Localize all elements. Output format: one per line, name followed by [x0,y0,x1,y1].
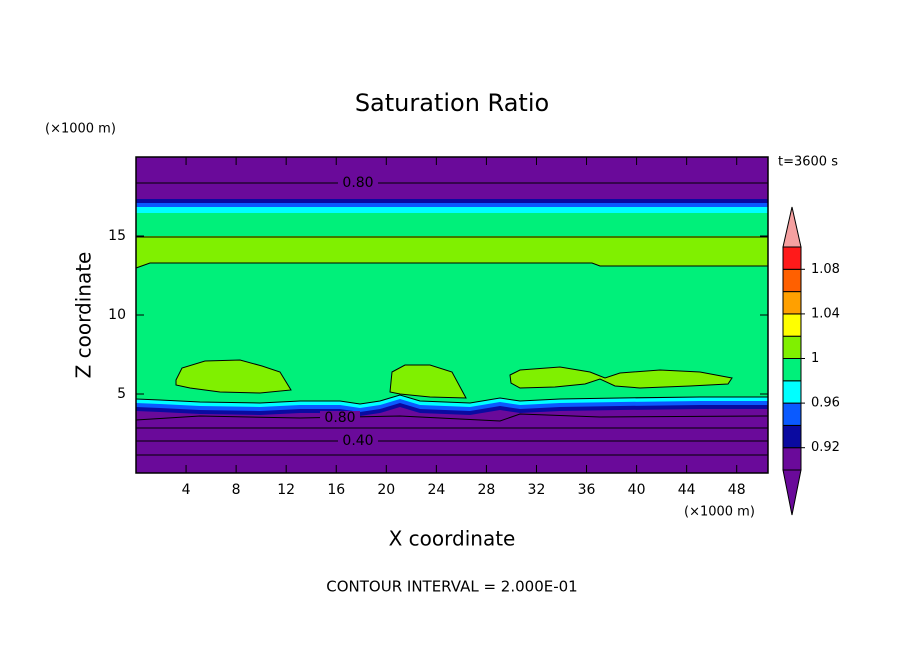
colorbar-label: 0.92 [811,440,840,455]
colorbar-box [782,268,802,293]
colorbar-box [782,335,802,360]
x-tick-label: 24 [427,482,445,498]
x-tick-label: 40 [628,482,646,498]
region [136,236,768,268]
y-tick-label: 15 [108,228,126,244]
contour-label: 0.80 [342,175,373,191]
colorbar-box [782,358,802,382]
x-tick-label: 12 [277,482,295,498]
region [175,359,292,394]
colorbar-box [782,447,802,471]
colorbar-box [782,291,802,315]
x-tick-label: 48 [728,482,746,498]
y-axis-label: Z coordinate [72,252,96,379]
colorbar-triangle [782,206,802,248]
x-tick-label: 8 [232,482,241,498]
time-label: t=3600 s [778,155,838,170]
y-tick-label: 5 [117,386,126,402]
contour-line [135,413,769,422]
x-tick-label: 16 [327,482,345,498]
colorbar-label: 1.04 [811,306,840,321]
colorbar-label: 1 [811,351,819,366]
label-bg [338,176,378,190]
contour-line [135,394,768,405]
region [389,364,467,399]
x-tick-label: 44 [678,482,696,498]
x-tick-label: 32 [528,482,546,498]
x-tick-label: 20 [377,482,395,498]
colorbar-label: 1.08 [811,262,840,277]
contour-label: 0.40 [342,433,373,449]
label-bg [320,411,360,425]
colorbar-box [782,424,802,449]
x-axis-label: X coordinate [389,527,516,551]
label-bg [338,434,378,448]
y-unit: (×1000 m) [45,122,116,137]
x-tick-label: 28 [478,482,496,498]
x-tick-label: 36 [578,482,596,498]
x-tick-label: 4 [182,482,191,498]
x-unit: (×1000 m) [684,505,755,520]
chart-title: Saturation Ratio [355,89,549,117]
contour-line [135,262,768,269]
colorbar-box [782,380,802,404]
colorbar-box [782,246,802,270]
colorbar-box [782,402,802,426]
contour-label: 0.80 [324,410,355,426]
region [509,366,733,389]
colorbar-triangle [782,469,802,516]
y-tick-label: 10 [108,307,126,323]
colorbar-box [782,313,802,337]
footer: CONTOUR INTERVAL = 2.000E-01 [326,578,577,596]
colorbar-label: 0.96 [811,396,840,411]
